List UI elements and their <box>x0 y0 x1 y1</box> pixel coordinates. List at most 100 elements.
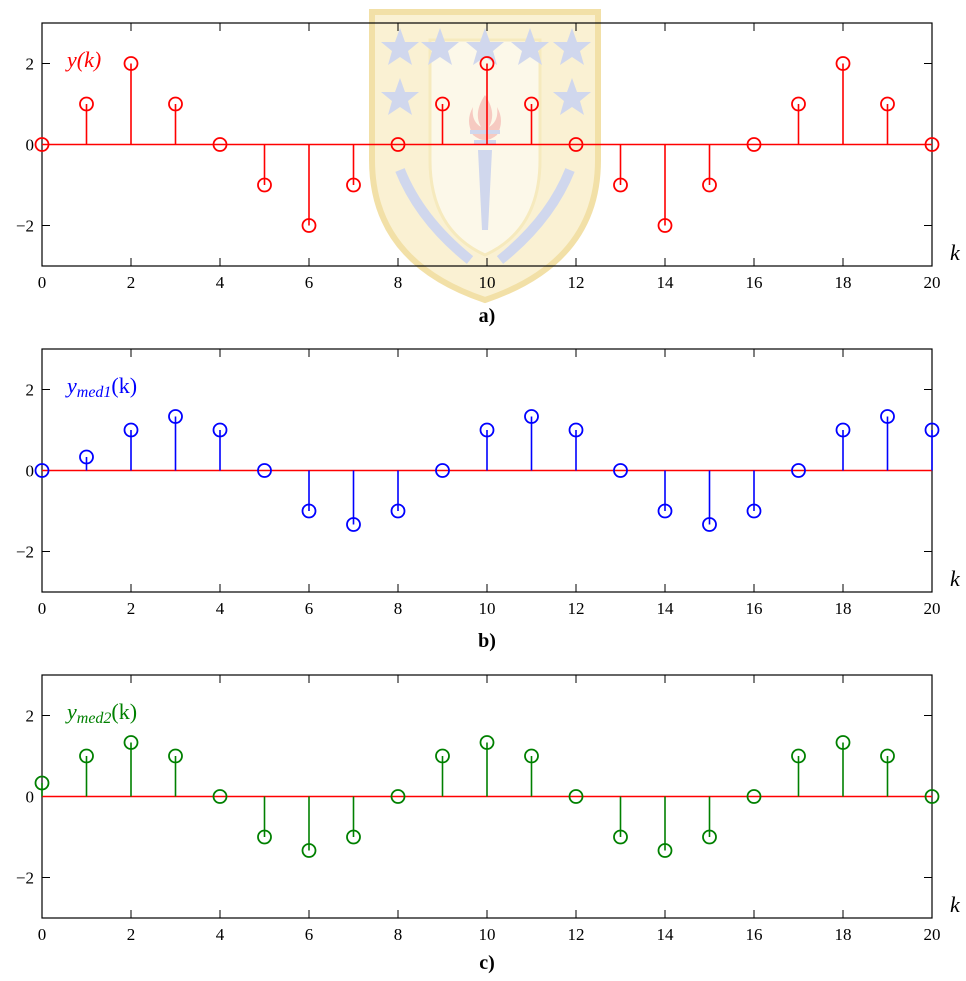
stem-marker <box>346 177 361 193</box>
stem-marker <box>34 775 50 791</box>
x-tick-label: 8 <box>394 599 403 618</box>
x-tick-label: 0 <box>38 273 47 292</box>
stem-marker <box>346 829 361 845</box>
stem-marker <box>212 789 228 804</box>
x-tick-label: 16 <box>746 925 763 944</box>
x-tick-label: 10 <box>479 599 496 618</box>
x-tick-label: 4 <box>216 925 225 944</box>
stem-marker <box>435 96 450 112</box>
x-tick-label: 6 <box>305 273 314 292</box>
stem-marker <box>613 177 628 193</box>
panel-caption: c) <box>479 952 495 974</box>
stem-marker <box>34 463 50 478</box>
stem-marker <box>346 517 361 532</box>
stem-marker <box>301 503 317 519</box>
stem-marker <box>702 177 717 193</box>
stem-marker <box>924 422 940 438</box>
stem-marker <box>301 218 317 233</box>
stem-marker <box>79 748 94 764</box>
x-tick-label: 14 <box>657 273 675 292</box>
stem-marker <box>435 748 450 764</box>
stem-marker <box>79 96 94 112</box>
y-tick-label: 0 <box>26 136 35 155</box>
stem-marker <box>880 748 895 764</box>
stem-marker <box>702 517 717 532</box>
series-label: y(k) <box>65 47 101 72</box>
stem-panel-b: 0 2 4 6 8 10 12 14 16 18 20 −2 0 2 ymed1(k) k b) <box>16 348 961 652</box>
stem-marker <box>524 96 539 112</box>
series-label-arg: (k) <box>77 47 101 72</box>
x-tick-label: 20 <box>924 599 941 618</box>
y-tick-label: 2 <box>26 55 35 74</box>
stem-marker <box>791 96 806 112</box>
x-axis-label: k <box>950 240 961 265</box>
x-tick-label: 8 <box>394 273 403 292</box>
stem-marker <box>212 422 228 438</box>
stem-marker <box>479 735 495 750</box>
x-tick-label: 12 <box>568 273 585 292</box>
stem-marker <box>746 789 762 804</box>
x-axis-label: k <box>950 892 961 917</box>
series-label-main: y <box>65 47 77 72</box>
x-tick-label: 16 <box>746 273 763 292</box>
stem-marker <box>168 96 183 112</box>
stem-marker <box>613 463 628 478</box>
stem-marker <box>791 463 806 478</box>
x-tick-label: 2 <box>127 273 136 292</box>
y-tick-label: −2 <box>16 543 34 562</box>
stem-marker <box>568 422 584 438</box>
stem-marker <box>568 789 584 804</box>
stem-panel-a: 0 2 4 6 8 10 12 14 16 18 20 −2 0 2 y(k) k a) <box>16 22 961 327</box>
x-axis-label: k <box>950 566 961 591</box>
stem-marker <box>479 422 495 438</box>
stem-marker <box>257 177 272 193</box>
x-tick-label: 20 <box>924 925 941 944</box>
series-label-subscript: med2 <box>77 710 112 727</box>
stem-marker <box>435 463 450 478</box>
x-tick-label: 14 <box>657 925 675 944</box>
x-tick-label: 2 <box>127 925 136 944</box>
x-tick-label: 0 <box>38 925 47 944</box>
stem-marker <box>613 829 628 845</box>
university-crest-watermark <box>369 9 601 304</box>
y-tick-label: −2 <box>16 869 34 888</box>
stem-marker <box>568 137 584 152</box>
stem-marker <box>880 96 895 112</box>
stem-marker <box>657 503 673 519</box>
series-label-main: y <box>65 699 77 724</box>
x-tick-label: 18 <box>835 273 852 292</box>
series-label-subscript: med1 <box>77 384 112 401</box>
panel-caption: a) <box>479 305 496 327</box>
stem-marker <box>123 56 139 71</box>
x-tick-label: 20 <box>924 273 941 292</box>
stem-marker <box>390 503 406 519</box>
x-tick-label: 4 <box>216 273 225 292</box>
x-tick-label: 6 <box>305 599 314 618</box>
panel-caption: b) <box>478 630 496 652</box>
stem-marker <box>835 735 851 750</box>
y-tick-label: 2 <box>26 381 35 400</box>
stem-marker <box>835 422 851 438</box>
stem-marker <box>746 503 762 519</box>
stem-marker <box>835 56 851 71</box>
stem-marker <box>924 137 940 152</box>
stem-marker <box>390 789 406 804</box>
stem-marker <box>657 218 673 233</box>
x-tick-label: 14 <box>657 599 675 618</box>
series-label-arg: (k) <box>111 373 137 398</box>
stem-marker <box>168 748 183 764</box>
y-tick-label: −2 <box>16 217 34 236</box>
stem-marker <box>123 422 139 438</box>
stem-marker <box>657 843 673 858</box>
series-label: ymed1(k) <box>65 373 137 401</box>
series-label-arg: (k) <box>111 699 137 724</box>
stem-marker <box>924 789 940 804</box>
x-tick-label: 2 <box>127 599 136 618</box>
x-tick-label: 8 <box>394 925 403 944</box>
x-tick-label: 12 <box>568 599 585 618</box>
stem-marker <box>257 829 272 845</box>
stem-marker <box>257 463 272 478</box>
stem-marker <box>123 735 139 750</box>
x-tick-label: 10 <box>479 273 496 292</box>
